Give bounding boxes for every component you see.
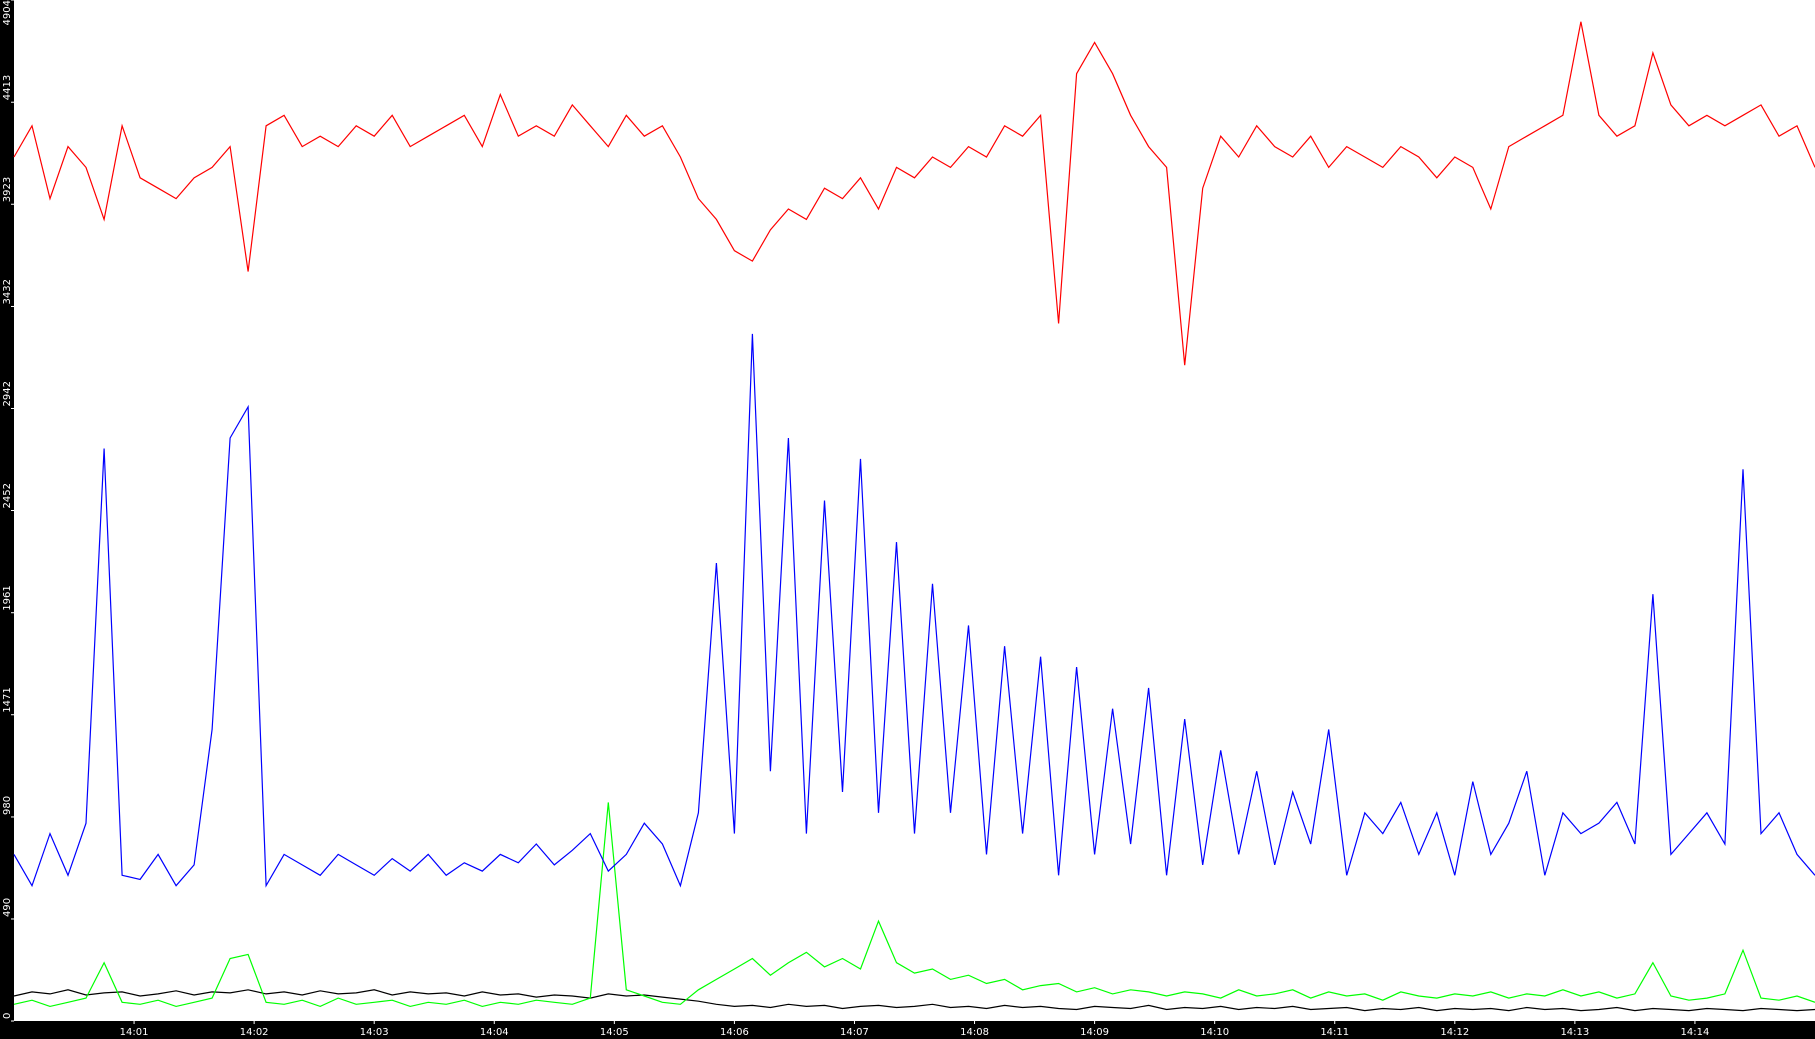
y-tick-label: 3432	[2, 279, 13, 304]
x-tick-label: 14:07	[840, 1027, 869, 1038]
series-line	[13, 802, 1815, 1008]
y-tick-label: 2942	[2, 381, 13, 406]
x-tick-label: 14:06	[720, 1027, 749, 1038]
x-tick-label: 14:03	[360, 1027, 389, 1038]
series-line	[13, 333, 1815, 888]
series-line	[13, 989, 1815, 1012]
x-tick-label: 14:08	[960, 1027, 989, 1038]
y-tick-label: 3923	[2, 177, 13, 202]
x-tick-label: 14:13	[1560, 1027, 1589, 1038]
y-tick-label: 4413	[2, 75, 13, 100]
x-tick-label: 14:04	[480, 1027, 509, 1038]
y-tick-label: 980	[2, 796, 13, 815]
y-tick-label: 1961	[2, 585, 13, 610]
x-tick-label: 14:05	[600, 1027, 629, 1038]
x-tick-label: 14:12	[1440, 1027, 1469, 1038]
y-tick-label: 1471	[2, 687, 13, 712]
y-tick-label: 2452	[2, 483, 13, 508]
x-tick-label: 14:11	[1320, 1027, 1349, 1038]
x-tick-label: 14:10	[1200, 1027, 1229, 1038]
x-tick-label: 14:01	[120, 1027, 149, 1038]
x-tick-label: 14:02	[240, 1027, 269, 1038]
y-tick-label: 490	[2, 898, 13, 917]
series-line	[13, 21, 1815, 366]
x-tick-label: 14:09	[1080, 1027, 1109, 1038]
x-axis-strip	[0, 1021, 1815, 1039]
x-tick-label: 14:14	[1681, 1027, 1710, 1038]
y-axis-strip	[0, 0, 14, 1039]
y-tick-label: 4904	[2, 0, 13, 25]
y-tick-label: 0	[2, 1013, 13, 1019]
